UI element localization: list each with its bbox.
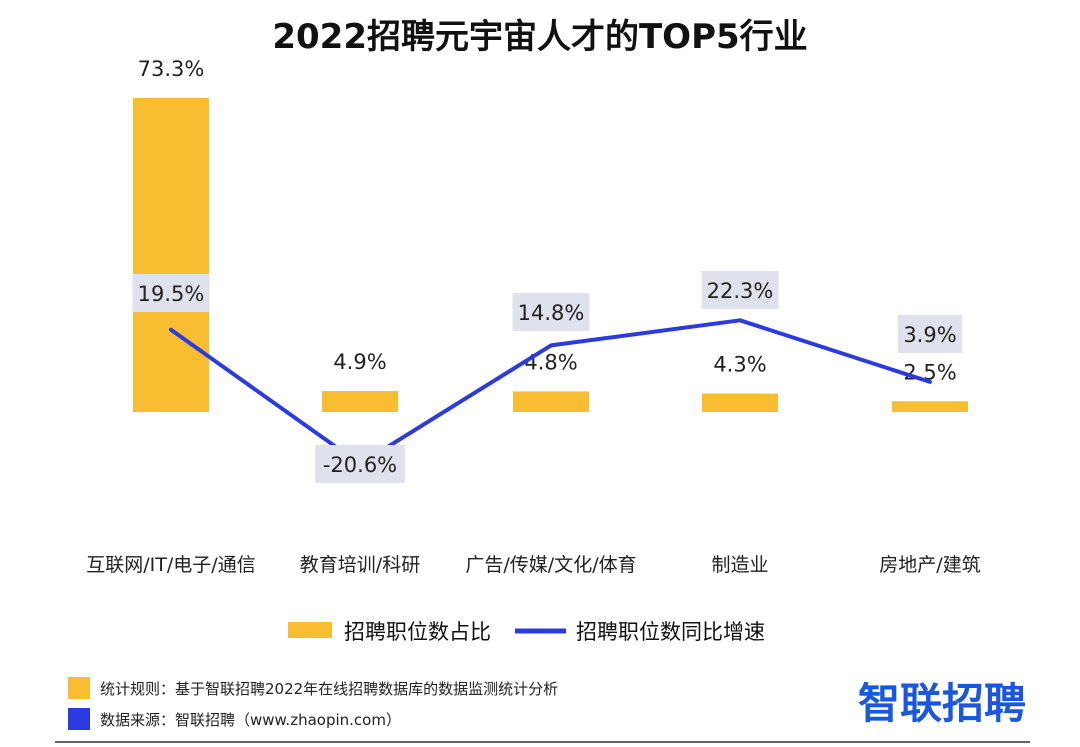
line-label-box [701, 271, 779, 309]
footer-rule-text: 统计规则：基于智联招聘2022年在线招聘数据库的数据监测统计分析 [100, 680, 558, 698]
x-tick-label: 教育培训/科研 [300, 554, 420, 576]
legend-line-label: 招聘职位数同比增速 [576, 620, 765, 644]
x-tick-label: 互联网/IT/电子/通信 [86, 554, 255, 576]
x-axis-tick-labels: 互联网/IT/电子/通信 教育培训/科研 广告/传媒/文化/体育 制造业 房地产/建筑 [86, 554, 980, 576]
line-label-box [897, 315, 963, 353]
line-value-label: 3.9% [903, 323, 956, 347]
x-tick-label: 房地产/建筑 [879, 554, 980, 576]
bar [322, 391, 398, 412]
footer: 统计规则：基于智联招聘2022年在线招聘数据库的数据监测统计分析 数据来源：智联… [55, 677, 1030, 743]
footer-source-text: 数据来源：智联招聘（www.zhaopin.com） [100, 711, 401, 729]
footer-source-swatch [68, 708, 90, 730]
bar [702, 393, 778, 412]
line-label-box [132, 274, 210, 312]
line-value-label: 19.5% [138, 282, 205, 306]
zhaopin-logo: 智联招聘 [858, 679, 1026, 728]
legend-bar-swatch [288, 622, 332, 638]
line-label-box [315, 445, 405, 483]
footer-rule-swatch [68, 677, 90, 699]
growth-rate-line [169, 318, 932, 466]
bar-value-label: 4.3% [713, 353, 766, 377]
legend: 招聘职位数占比 招聘职位数同比增速 [288, 620, 765, 644]
legend-bar-label: 招聘职位数占比 [344, 620, 491, 644]
x-tick-label: 制造业 [711, 554, 768, 576]
bar-data-labels: 73.3%4.9% 4.8% 4.3% 2.5% [138, 57, 957, 384]
bar-value-label: 4.9% [333, 350, 386, 374]
line-value-label: 14.8% [518, 301, 585, 325]
line-label-box [512, 293, 590, 331]
bar [513, 391, 589, 412]
bar [892, 401, 968, 412]
bar [133, 98, 209, 412]
bar-value-label: 4.8% [524, 350, 577, 374]
line-value-label: 22.3% [707, 279, 774, 303]
x-tick-label: 广告/传媒/文化/体育 [465, 554, 636, 576]
bar-series [133, 98, 968, 412]
line-data-labels: 19.5% -20.6% 14.8% 22.3% 3.9% [132, 271, 963, 483]
chart-title: 2022招聘元宇宙人才的TOP5行业 [272, 17, 807, 57]
line-value-label: -20.6% [323, 453, 397, 477]
bar-value-label: 73.3% [138, 57, 205, 81]
